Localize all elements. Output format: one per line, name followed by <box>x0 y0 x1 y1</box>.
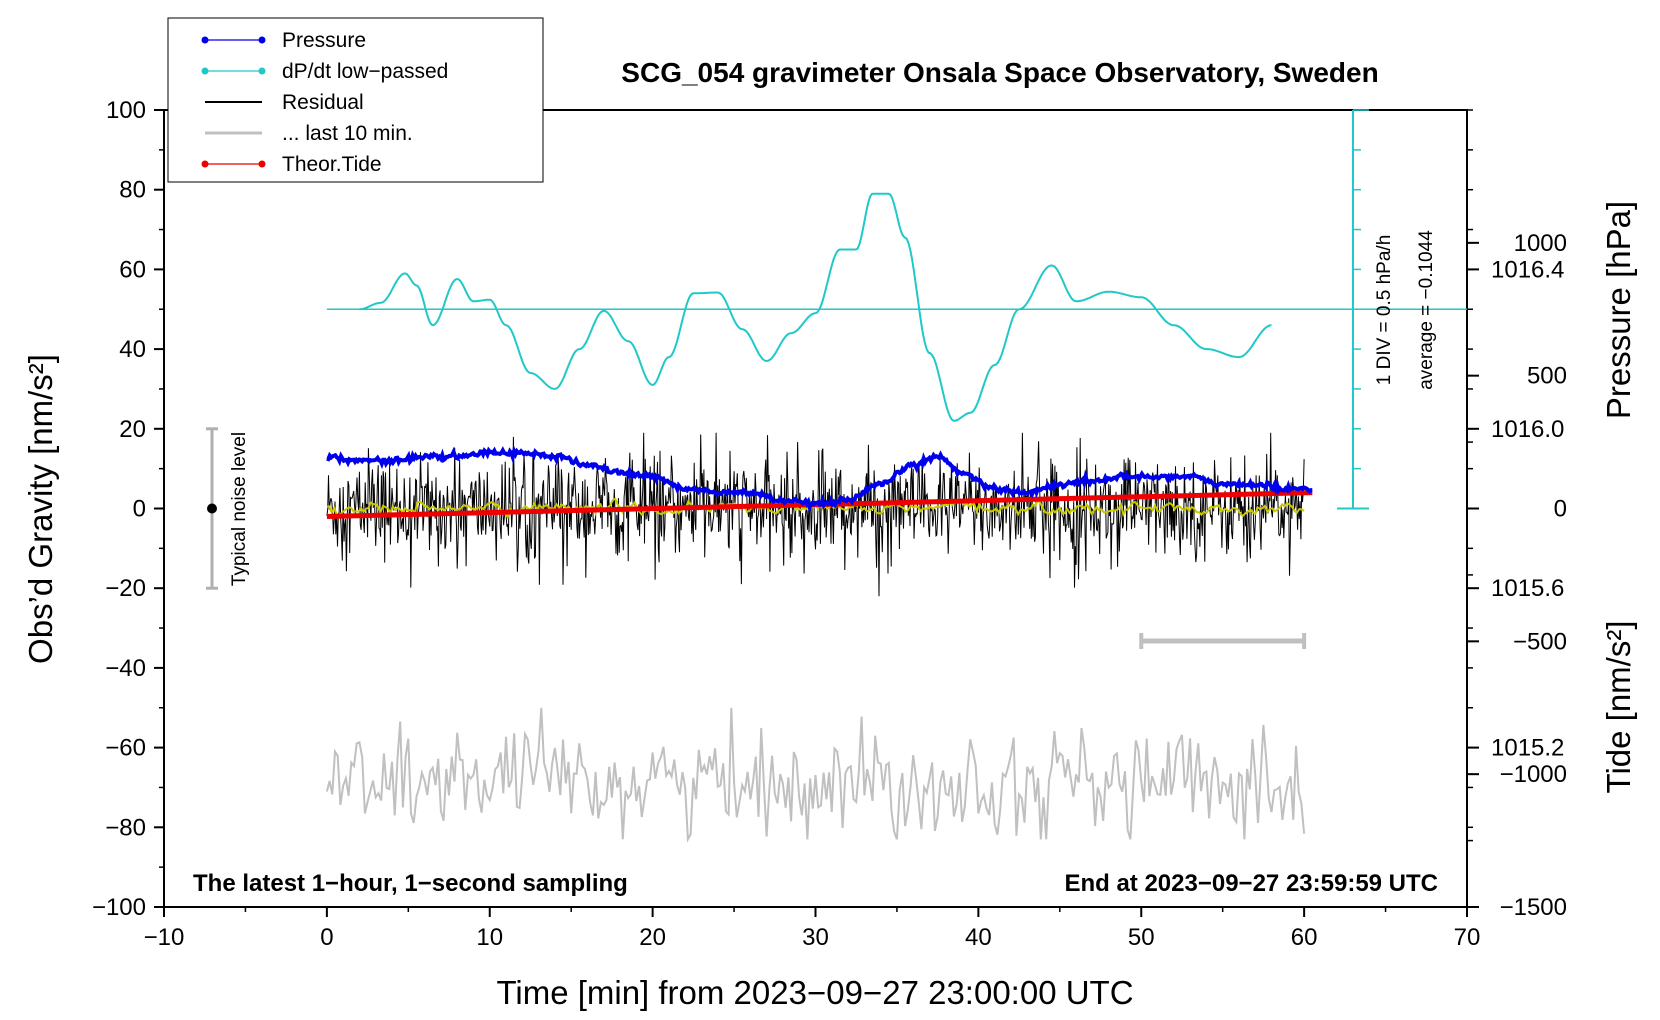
series-layer <box>325 192 1467 843</box>
y-tick-label: −80 <box>105 814 146 841</box>
x-axis: −10 0 10 20 30 40 50 60 70 <box>144 907 1481 951</box>
x-tick-label: 70 <box>1454 924 1481 951</box>
legend-box <box>167 17 544 183</box>
legend-label: Theor.Tide <box>282 153 382 176</box>
x-tick-label: 30 <box>802 924 829 951</box>
residual-line <box>326 432 1305 597</box>
tide-tick-label: −1500 <box>1500 894 1567 921</box>
tide-tick-label: −500 <box>1513 628 1567 655</box>
tide-axis-title: Tide [nm/s²] <box>1600 621 1637 794</box>
noise-level-indicator: Typical noise level <box>206 427 250 590</box>
x-tick-label: 0 <box>320 924 333 951</box>
average-label: average = −0.1044 <box>1416 230 1437 390</box>
y-tick-label: −100 <box>92 894 146 921</box>
legend-marker <box>258 36 266 44</box>
legend-marker <box>201 160 209 168</box>
legend-label: Residual <box>282 91 364 114</box>
y-tick-label: 40 <box>119 336 146 363</box>
legend-marker <box>201 67 209 75</box>
x-tick-label: 10 <box>476 924 503 951</box>
last-10-min-line <box>325 707 1306 843</box>
legend-marker <box>258 160 266 168</box>
pressure-line <box>326 444 1313 514</box>
tide-tick-label: 500 <box>1527 363 1567 390</box>
y-axis: 100 80 60 40 20 0 −20 −40 −60 −80 −100 <box>92 97 164 921</box>
legend-marker <box>258 67 266 75</box>
legend: Pressure dP/dt low−passed Residual ... last… <box>167 17 544 183</box>
time-scale-bar <box>1139 633 1307 649</box>
y-tick-label: 0 <box>133 496 146 523</box>
pressure-axis-title: Pressure [hPa] <box>1600 201 1637 419</box>
legend-marker <box>201 36 209 44</box>
pressure-tick-label: 1016.0 <box>1491 416 1564 443</box>
x-tick-label: −10 <box>144 924 185 951</box>
y-tick-label: −20 <box>105 575 146 602</box>
pressure-tick-label: 1016.4 <box>1491 256 1564 283</box>
y-tick-label: −60 <box>105 735 146 762</box>
y-tick-label: 60 <box>119 256 146 283</box>
x-tick-label: 20 <box>639 924 666 951</box>
y-tick-label: 20 <box>119 416 146 443</box>
x-axis-title: Time [min] from 2023−09−27 23:00:00 UTC <box>496 974 1133 1011</box>
x-tick-label: 60 <box>1291 924 1318 951</box>
tide-axis: 1000 500 0 −500 −1000 −1500 <box>1467 230 1567 921</box>
dpdt-line <box>359 192 1272 422</box>
end-time-note: End at 2023−09−27 23:59:59 UTC <box>1064 870 1438 897</box>
tide-tick-label: −1000 <box>1500 761 1567 788</box>
noise-label: Typical noise level <box>229 432 250 586</box>
legend-label: ... last 10 min. <box>282 122 413 145</box>
y-tick-label: −40 <box>105 655 146 682</box>
y-tick-label: 100 <box>106 97 146 124</box>
chart-title: SCG_054 gravimeter Onsala Space Observat… <box>621 57 1378 88</box>
pressure-tick-label: 1015.2 <box>1491 735 1564 762</box>
tide-tick-label: 1000 <box>1514 230 1567 257</box>
noise-dot <box>207 503 217 514</box>
x-tick-label: 50 <box>1128 924 1155 951</box>
div-label: 1 DIV = 0.5 hPa/h <box>1374 235 1395 386</box>
sampling-note: The latest 1−hour, 1−second sampling <box>193 870 628 897</box>
pressure-tick-label: 1015.6 <box>1491 575 1564 602</box>
x-tick-label: 40 <box>965 924 992 951</box>
tide-tick-label: 0 <box>1554 496 1567 523</box>
y-tick-label: 80 <box>119 177 146 204</box>
legend-label: dP/dt low−passed <box>282 60 448 83</box>
legend-label: Pressure <box>282 29 366 52</box>
y-axis-title: Obs’d Gravity [nm/s²] <box>22 354 59 664</box>
